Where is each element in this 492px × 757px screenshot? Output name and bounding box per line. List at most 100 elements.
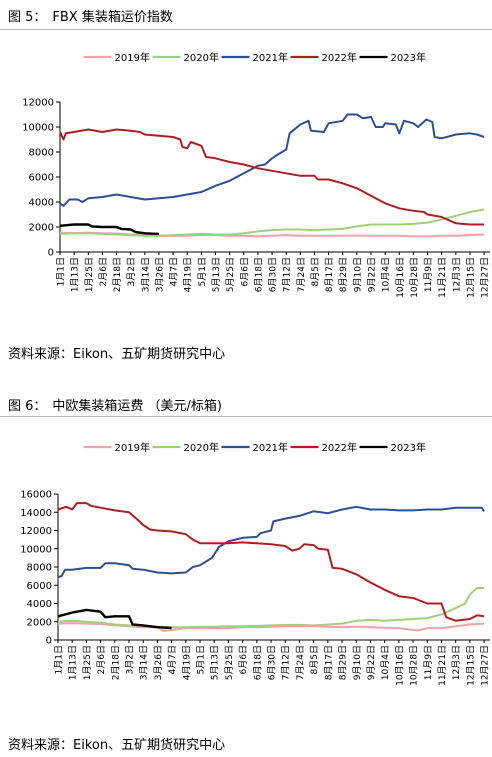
x-tick-label: 5月13日 [211, 257, 222, 292]
series-line-2023年 [57, 608, 172, 630]
x-tick-label: 8月29日 [338, 645, 349, 680]
x-tick-label: 10月16日 [394, 645, 405, 686]
x-tick-label: 11月21日 [437, 257, 448, 298]
y-tick-label: 2000 [29, 223, 54, 234]
x-tick-label: 4月7日 [167, 645, 178, 674]
x-tick-label: 1月1日 [56, 257, 67, 286]
series-line-2022年 [59, 128, 485, 226]
y-tick-label: 8000 [29, 148, 54, 159]
x-tick-label: 2月18日 [112, 257, 123, 292]
x-tick-label: 3月2日 [125, 645, 136, 674]
x-tick-label: 5月25日 [225, 257, 236, 292]
x-tick-label: 10月4日 [381, 257, 392, 292]
legend-label-2022年: 2022年 [322, 51, 357, 64]
y-tick-label: 12000 [22, 98, 54, 109]
x-tick-label: 6月18日 [253, 257, 264, 292]
y-tick-label: 6000 [27, 581, 52, 592]
x-tick-label: 12月27日 [480, 257, 491, 298]
y-tick-label: 12000 [20, 526, 52, 537]
china-europe-freight-chart: 2019年 2020年 2021年 2022年 2023年 0 2000 4000 6000 80… [20, 441, 491, 686]
x-tick-label: 7月24日 [296, 257, 307, 292]
y-tick-label: 8000 [27, 563, 52, 574]
x-tick-label: 7月12日 [282, 257, 293, 292]
figure-2-caption: 图 6： 中欧集装箱运费 （美元/标箱) [8, 395, 222, 415]
x-tick-label: 6月6日 [239, 257, 250, 286]
x-tick-label: 6月30日 [267, 645, 278, 680]
y-tick-label: 16000 [20, 490, 52, 501]
figure-1-divider [0, 29, 492, 30]
legend-label-2020年: 2020年 [184, 441, 219, 454]
y-tick-label: 10000 [22, 123, 54, 134]
series-line-2020年 [57, 587, 485, 629]
legend-label-2019年: 2019年 [115, 441, 150, 454]
x-tick-label: 2月6日 [96, 645, 107, 674]
legend-label-2022年: 2022年 [322, 441, 357, 454]
legend-label-2021年: 2021年 [253, 51, 288, 64]
x-tick-label: 5月13日 [210, 645, 221, 680]
y-tick-label: 4000 [29, 198, 54, 209]
x-tick-label: 1月13日 [68, 645, 79, 680]
x-tick-label: 3月2日 [126, 257, 137, 286]
legend-label-2023年: 2023年 [391, 51, 426, 64]
x-tick-label: 8月5日 [309, 645, 320, 674]
figure-1-label: 图 5： [8, 10, 47, 25]
series-line-2021年 [57, 505, 485, 578]
x-tick-label: 3月26日 [153, 645, 164, 680]
x-tick-label: 11月9日 [423, 645, 434, 680]
figure-2-divider [0, 416, 492, 417]
x-tick-label: 1月25日 [84, 257, 95, 292]
x-tick-label: 10月16日 [395, 257, 406, 298]
x-tick-label: 9月22日 [367, 257, 378, 292]
x-tick-label: 12月3日 [451, 257, 462, 292]
series-line-2021年 [59, 113, 485, 207]
legend-label-2019年: 2019年 [115, 51, 150, 64]
x-tick-label: 3月14日 [140, 257, 151, 292]
x-tick-label: 3月14日 [139, 645, 150, 680]
x-tick-label: 2月6日 [98, 257, 109, 286]
x-tick-label: 11月9日 [423, 257, 434, 292]
figure-2-title: 中欧集装箱运费 （美元/标箱) [52, 399, 222, 414]
figure-2-source: 资料来源：Eikon、五矿期货研究中心 [8, 738, 226, 753]
x-tick-label: 6月18日 [252, 645, 263, 680]
legend-label-2020年: 2020年 [184, 51, 219, 64]
figure-1-title: FBX 集装箱运价指数 [52, 10, 173, 25]
y-tick-label: 6000 [29, 173, 54, 184]
series-line-2023年 [59, 223, 160, 236]
series-line-2022年 [57, 502, 485, 622]
x-tick-label: 11月21日 [437, 645, 448, 686]
figure-1-source: 资料来源：Eikon、五矿期货研究中心 [8, 347, 226, 362]
x-tick-label: 12月15日 [465, 645, 476, 686]
x-tick-label: 12月15日 [465, 257, 476, 298]
figure-1-caption: 图 5： FBX 集装箱运价指数 [8, 6, 173, 26]
y-tick-label: 14000 [20, 508, 52, 519]
figure-2-label: 图 6： [8, 399, 47, 414]
x-tick-label: 5月25日 [224, 645, 235, 680]
x-tick-label: 9月10日 [352, 645, 363, 680]
x-tick-label: 12月27日 [480, 645, 491, 686]
y-tick-label: 4000 [27, 599, 52, 610]
x-tick-label: 1月13日 [70, 257, 81, 292]
x-tick-label: 8月5日 [310, 257, 321, 286]
y-tick-label: 2000 [27, 617, 52, 628]
x-tick-label: 7月12日 [281, 645, 292, 680]
x-tick-label: 5月1日 [197, 257, 208, 286]
x-tick-label: 4月19日 [181, 645, 192, 680]
x-tick-label: 5月1日 [196, 645, 207, 674]
series-line-2020年 [59, 208, 485, 237]
x-tick-label: 10月28日 [409, 257, 420, 298]
x-tick-label: 7月24日 [295, 645, 306, 680]
x-tick-label: 3月26日 [154, 257, 165, 292]
x-tick-label: 4月19日 [183, 257, 194, 292]
x-tick-label: 10月28日 [409, 645, 420, 686]
legend-label-2021年: 2021年 [253, 441, 288, 454]
x-tick-label: 4月7日 [169, 257, 180, 286]
x-tick-label: 10月4日 [380, 645, 391, 680]
x-tick-label: 9月10日 [352, 257, 363, 292]
x-tick-label: 2月18日 [110, 645, 121, 680]
x-tick-label: 9月22日 [366, 645, 377, 680]
y-tick-label: 10000 [20, 544, 52, 555]
x-tick-label: 8月17日 [323, 645, 334, 680]
x-tick-label: 1月1日 [54, 645, 65, 674]
y-tick-label: 0 [48, 248, 54, 259]
fbx-chart: 2019年 2020年 2021年 2022年 2023年 0 2000 4000 6000 80… [22, 51, 491, 298]
